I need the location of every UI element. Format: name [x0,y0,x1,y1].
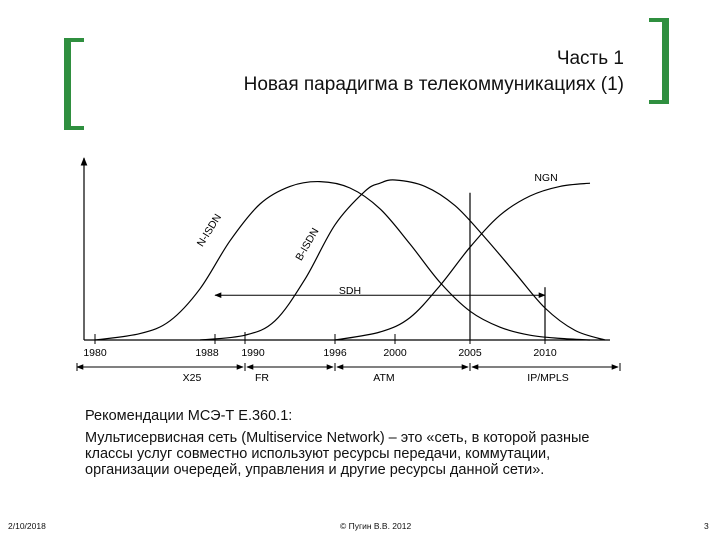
year-tick-label: 1990 [241,347,265,359]
year-tick-label: 2010 [533,347,557,359]
definition-line-1: Мультисервисная сеть (Multiservice Netwo… [85,430,590,446]
era-ipmpls-label: IP/MPLS [527,372,568,384]
sdh-label: SDH [339,285,361,297]
ngn-label: NGN [534,172,557,184]
year-tick-label: 2000 [383,347,407,359]
page-number: 3 [704,521,709,531]
b-isdn-curve [199,179,606,341]
left-bracket-top [64,38,84,42]
year-tick-label: 1988 [195,347,219,359]
right-bracket-vertical [662,18,669,104]
n-isdn-curve [94,180,591,341]
era-fr-label: FR [255,372,269,384]
n-isdn-label: N-ISDN [195,212,224,249]
definition-line-2: классы услуг совместно используют ресурс… [85,446,551,462]
year-tick-label: 2005 [458,347,482,359]
year-tick-label: 1996 [323,347,347,359]
right-bracket-bottom [649,100,669,104]
definition-line-3: организации очередей, управления и други… [85,462,545,478]
footer-date: 2/10/2018 [8,521,46,531]
era-atm-label: ATM [373,372,394,384]
slide-title: Новая парадигма в телекоммуникациях (1) [243,74,624,95]
era-x25-label: X25 [183,372,202,384]
left-bracket-bottom [64,126,84,130]
year-tick-label: 1980 [83,347,107,359]
slide-title-part: Часть 1 [556,48,624,69]
left-bracket-vertical [64,38,71,130]
ngn-curve [334,182,591,341]
right-bracket-top [649,18,669,22]
footer-copyright: © Пугин В.В. 2012 [340,521,412,531]
recommendation-heading: Рекомендации МСЭ-Т Е.360.1: [85,408,293,424]
